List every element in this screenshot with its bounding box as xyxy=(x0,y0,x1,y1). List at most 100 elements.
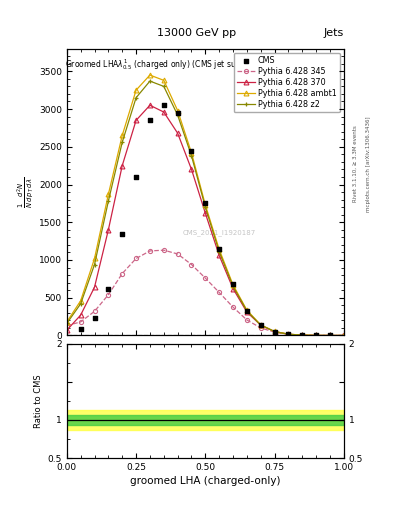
Pythia 6.428 345 xyxy=(259,325,263,331)
CMS xyxy=(285,330,292,338)
Pythia 6.428 z2 xyxy=(120,139,125,145)
Text: 13000 GeV pp: 13000 GeV pp xyxy=(157,28,236,38)
Pythia 6.428 z2 xyxy=(259,322,263,328)
Pythia 6.428 370 xyxy=(134,117,138,123)
Pythia 6.428 370 xyxy=(92,284,97,290)
Pythia 6.428 370 xyxy=(78,312,83,318)
Pythia 6.428 z2 xyxy=(300,332,305,338)
Pythia 6.428 345 xyxy=(189,262,194,268)
Pythia 6.428 z2 xyxy=(106,198,111,204)
Pythia 6.428 ambt1 xyxy=(244,307,249,313)
Pythia 6.428 345 xyxy=(244,317,249,323)
Pythia 6.428 345 xyxy=(92,308,97,314)
Pythia 6.428 345 xyxy=(328,332,332,338)
CMS xyxy=(188,146,195,155)
Pythia 6.428 ambt1 xyxy=(189,150,194,156)
Legend: CMS, Pythia 6.428 345, Pythia 6.428 370, Pythia 6.428 ambt1, Pythia 6.428 z2: CMS, Pythia 6.428 345, Pythia 6.428 370,… xyxy=(234,53,340,112)
CMS xyxy=(105,285,112,293)
Pythia 6.428 ambt1 xyxy=(92,255,97,262)
Pythia 6.428 370 xyxy=(203,210,208,216)
CMS xyxy=(92,314,98,322)
Line: Pythia 6.428 ambt1: Pythia 6.428 ambt1 xyxy=(64,73,346,338)
Pythia 6.428 370 xyxy=(217,252,222,259)
Pythia 6.428 ambt1 xyxy=(175,108,180,114)
Pythia 6.428 ambt1 xyxy=(217,246,222,252)
Pythia 6.428 345 xyxy=(231,304,235,310)
Y-axis label: $\frac{1}{N}\frac{d^{2}N}{d\,p_T\,d\,\lambda}$: $\frac{1}{N}\frac{d^{2}N}{d\,p_T\,d\,\la… xyxy=(15,176,36,208)
Pythia 6.428 z2 xyxy=(328,332,332,338)
Pythia 6.428 370 xyxy=(162,109,166,115)
Pythia 6.428 370 xyxy=(148,102,152,109)
Text: Jets: Jets xyxy=(323,28,344,38)
Pythia 6.428 ambt1 xyxy=(64,319,69,325)
Pythia 6.428 370 xyxy=(272,329,277,335)
Pythia 6.428 z2 xyxy=(342,332,346,338)
Line: Pythia 6.428 z2: Pythia 6.428 z2 xyxy=(64,79,346,338)
Pythia 6.428 z2 xyxy=(217,249,222,255)
Pythia 6.428 345 xyxy=(314,332,318,338)
Pythia 6.428 345 xyxy=(272,329,277,335)
Pythia 6.428 345 xyxy=(78,319,83,325)
Pythia 6.428 z2 xyxy=(203,204,208,210)
CMS xyxy=(119,229,125,238)
Pythia 6.428 ambt1 xyxy=(272,328,277,334)
Pythia 6.428 ambt1 xyxy=(162,77,166,83)
CMS xyxy=(77,325,84,333)
Pythia 6.428 345 xyxy=(120,270,125,276)
Pythia 6.428 345 xyxy=(342,332,346,338)
CMS xyxy=(216,245,222,253)
Y-axis label: Ratio to CMS: Ratio to CMS xyxy=(35,374,43,428)
Pythia 6.428 370 xyxy=(231,286,235,292)
Pythia 6.428 z2 xyxy=(286,331,291,337)
Pythia 6.428 z2 xyxy=(231,283,235,289)
Pythia 6.428 370 xyxy=(64,327,69,333)
Pythia 6.428 370 xyxy=(175,130,180,136)
Pythia 6.428 ambt1 xyxy=(342,332,346,338)
Pythia 6.428 z2 xyxy=(134,95,138,101)
Pythia 6.428 370 xyxy=(300,332,305,338)
Pythia 6.428 345 xyxy=(162,247,166,253)
Pythia 6.428 ambt1 xyxy=(300,332,305,338)
Pythia 6.428 345 xyxy=(148,248,152,254)
Pythia 6.428 z2 xyxy=(244,308,249,314)
Pythia 6.428 z2 xyxy=(314,332,318,338)
CMS xyxy=(202,199,209,207)
Text: Rivet 3.1.10, ≥ 3.3M events: Rivet 3.1.10, ≥ 3.3M events xyxy=(353,125,358,202)
Pythia 6.428 ambt1 xyxy=(328,332,332,338)
CMS xyxy=(299,331,305,339)
Pythia 6.428 345 xyxy=(217,289,222,295)
Line: Pythia 6.428 345: Pythia 6.428 345 xyxy=(65,248,346,337)
Pythia 6.428 370 xyxy=(328,332,332,338)
Pythia 6.428 370 xyxy=(286,331,291,337)
CMS xyxy=(174,109,181,117)
Line: Pythia 6.428 370: Pythia 6.428 370 xyxy=(64,103,346,338)
Pythia 6.428 ambt1 xyxy=(78,297,83,304)
Text: CMS_2021_I1920187: CMS_2021_I1920187 xyxy=(183,229,256,236)
Pythia 6.428 z2 xyxy=(92,262,97,268)
Pythia 6.428 z2 xyxy=(189,153,194,159)
CMS xyxy=(244,307,250,315)
Pythia 6.428 345 xyxy=(106,292,111,298)
CMS xyxy=(147,116,153,124)
X-axis label: groomed LHA (charged-only): groomed LHA (charged-only) xyxy=(130,476,281,486)
Pythia 6.428 345 xyxy=(175,251,180,257)
Pythia 6.428 345 xyxy=(203,275,208,281)
Pythia 6.428 ambt1 xyxy=(106,191,111,198)
CMS xyxy=(133,173,139,181)
Pythia 6.428 z2 xyxy=(64,321,69,327)
Pythia 6.428 370 xyxy=(342,332,346,338)
Pythia 6.428 370 xyxy=(259,322,263,328)
Pythia 6.428 z2 xyxy=(272,329,277,335)
CMS xyxy=(161,101,167,110)
Text: Groomed LHA$\lambda^{1}_{0.5}$ (charged only) (CMS jet substructure): Groomed LHA$\lambda^{1}_{0.5}$ (charged … xyxy=(65,57,279,72)
Pythia 6.428 370 xyxy=(314,332,318,338)
Pythia 6.428 z2 xyxy=(162,83,166,90)
Text: mcplots.cern.ch [arXiv:1306.3436]: mcplots.cern.ch [arXiv:1306.3436] xyxy=(366,116,371,211)
CMS xyxy=(258,321,264,329)
Pythia 6.428 ambt1 xyxy=(134,87,138,93)
Pythia 6.428 ambt1 xyxy=(259,322,263,328)
Pythia 6.428 z2 xyxy=(175,112,180,118)
Pythia 6.428 ambt1 xyxy=(314,332,318,338)
Pythia 6.428 ambt1 xyxy=(120,133,125,139)
Pythia 6.428 345 xyxy=(64,323,69,329)
